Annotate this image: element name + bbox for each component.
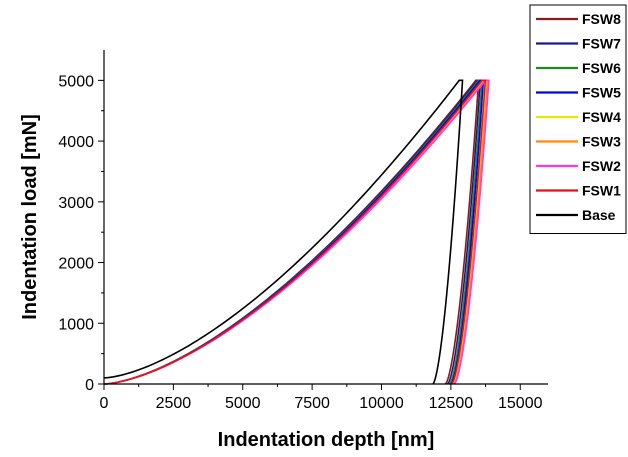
y-tick-label: 5000 (58, 73, 94, 90)
legend-label-fsw3: FSW3 (582, 134, 621, 150)
axes-group (103, 50, 548, 385)
series-line-fsw5 (103, 79, 485, 385)
y-tick-label: 4000 (58, 134, 94, 151)
x-tick-label: 5000 (225, 395, 261, 412)
x-tick-label: 2500 (156, 395, 192, 412)
x-tick-label: 15000 (498, 395, 543, 412)
series-line-fsw3 (103, 79, 489, 385)
x-tick-label: 0 (100, 395, 109, 412)
series-line-fsw2 (103, 79, 490, 385)
legend-label-fsw1: FSW1 (582, 183, 621, 199)
legend-label-fsw2: FSW2 (582, 158, 621, 174)
y-tick-label: 2000 (58, 256, 94, 273)
x-axis-title: Indentation depth [nm] (218, 429, 435, 451)
series-line-fsw6 (103, 79, 483, 385)
legend-label-fsw6: FSW6 (582, 60, 621, 76)
legend-label-base: Base (582, 207, 616, 223)
y-tick-label: 1000 (58, 316, 94, 333)
x-tick-label: 10000 (359, 395, 404, 412)
x-tick-label: 7500 (294, 395, 330, 412)
curves-group (103, 79, 490, 385)
ticks-group: 0 2500 5000 7500 10000 12500 15000 0 1000 2000 300… (58, 73, 542, 412)
legend-label-fsw5: FSW5 (582, 85, 621, 101)
y-tick-label: 0 (85, 377, 94, 394)
y-tick-label: 3000 (58, 195, 94, 212)
x-tick-label: 12500 (429, 395, 474, 412)
series-line-fsw1 (103, 79, 487, 385)
legend-label-fsw8: FSW8 (582, 11, 621, 27)
series-line-fsw4 (103, 79, 487, 385)
y-axis-title: Indentation load [mN] (19, 114, 41, 320)
series-line-base (103, 79, 464, 385)
legend-label-fsw4: FSW4 (582, 109, 621, 125)
legend-label-fsw7: FSW7 (582, 36, 621, 52)
legend: FSW8 FSW7 FSW6 FSW5 FSW4 FSW3 FSW2 FSW1 Base (529, 4, 627, 234)
